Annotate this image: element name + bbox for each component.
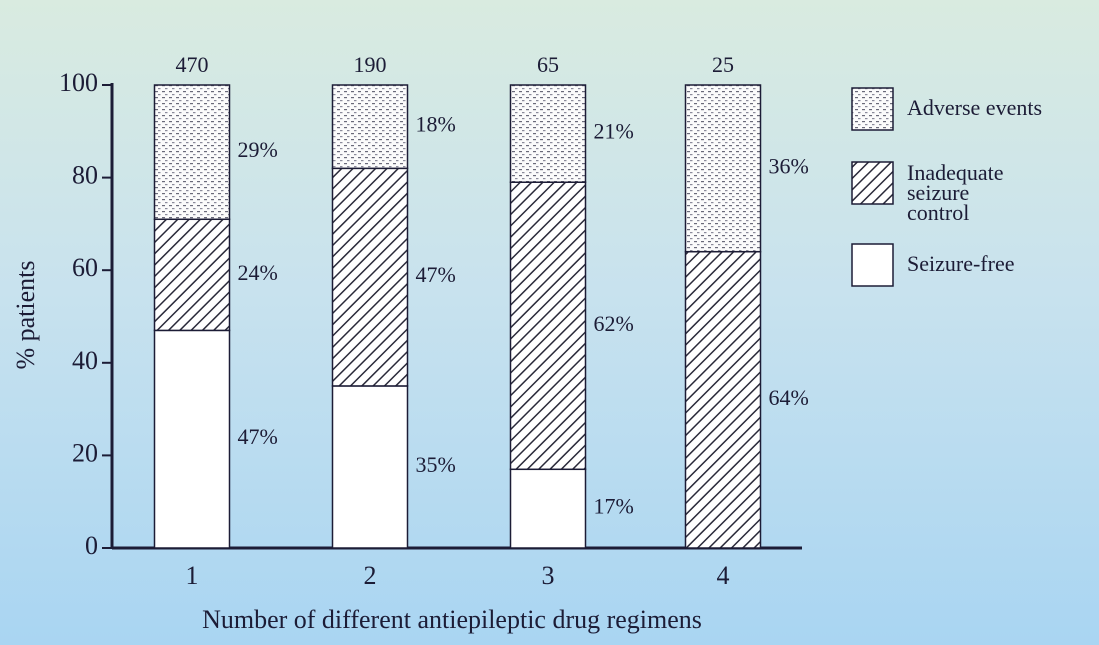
x-tick-label: 4: [717, 561, 730, 590]
legend-label: Adverse events: [907, 95, 1043, 120]
x-tick-label: 1: [186, 561, 199, 590]
value-label: 62%: [594, 311, 634, 336]
bar-segment: [684, 250, 762, 549]
value-label: 21%: [594, 119, 634, 144]
bar-segment: [153, 218, 231, 332]
value-label: 47%: [416, 262, 456, 287]
value-label: 18%: [416, 112, 456, 137]
bar-segment: [153, 84, 231, 221]
value-label: 35%: [416, 452, 456, 477]
value-label: 24%: [238, 260, 278, 285]
legend-label: Inadequate seizure control: [907, 160, 1004, 225]
sample-size: 65: [537, 52, 559, 77]
value-label: 29%: [238, 137, 278, 162]
y-tick-label: 0: [85, 531, 98, 560]
x-tick-label: 2: [364, 561, 377, 590]
bar-segment: [331, 84, 409, 170]
bar-segment: [331, 385, 409, 549]
x-axis-label: Number of different antiepileptic drug r…: [202, 605, 702, 634]
y-tick-label: 100: [59, 68, 98, 97]
bar-segment: [509, 181, 587, 471]
bar-segment: [509, 468, 587, 549]
y-tick-label: 40: [72, 346, 98, 375]
value-label: 47%: [238, 424, 278, 449]
y-tick-label: 20: [72, 438, 98, 467]
x-tick-label: 3: [542, 561, 555, 590]
value-label: 64%: [769, 385, 809, 410]
y-tick-label: 60: [72, 253, 98, 282]
legend-swatch: [851, 243, 894, 287]
legend-swatch: [851, 161, 894, 205]
bar-segment: [509, 84, 587, 183]
y-axis-label: % patients: [11, 260, 40, 369]
bar-segment: [331, 167, 409, 387]
value-label: 17%: [594, 494, 634, 519]
value-label: 36%: [769, 153, 809, 178]
bar-segment: [153, 329, 231, 549]
sample-size: 25: [712, 52, 734, 77]
y-tick-label: 80: [72, 161, 98, 190]
sample-size: 190: [354, 52, 387, 77]
sample-size: 470: [176, 52, 209, 77]
legend-label: Seizure-free: [907, 251, 1015, 276]
bar-segment: [684, 84, 762, 253]
legend-swatch: [851, 87, 894, 131]
